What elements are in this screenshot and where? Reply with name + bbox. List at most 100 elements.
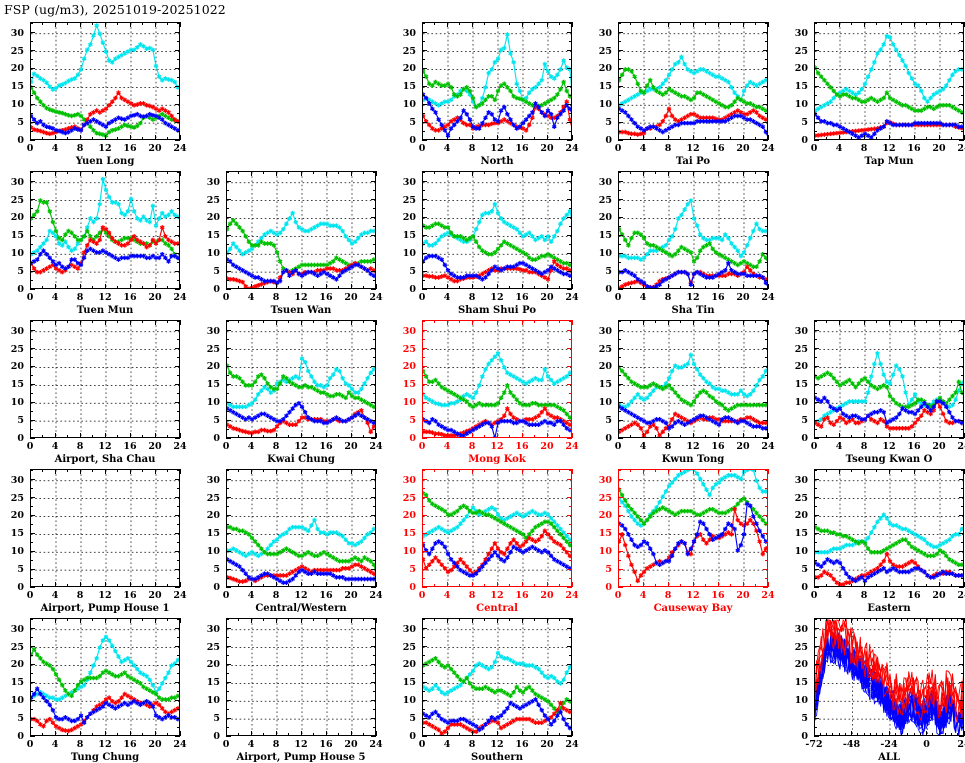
- panel-title: Airport, Pump House 5: [236, 752, 366, 763]
- series-marker-blue: [159, 716, 165, 722]
- x-minor-tick: [851, 435, 852, 438]
- x-tick: [179, 135, 181, 140]
- series-marker-blue: [533, 546, 538, 551]
- series-marker-red: [153, 106, 159, 112]
- y-tick: [814, 32, 819, 34]
- series-marker-cyan: [663, 77, 669, 83]
- y-tick: [618, 252, 623, 254]
- series-marker-cyan: [455, 684, 460, 690]
- series-marker-green: [726, 508, 731, 514]
- x-tick: [104, 135, 106, 140]
- series-marker-blue: [520, 120, 526, 126]
- y-minor-tick: [814, 76, 817, 78]
- series-marker-blue: [676, 418, 681, 424]
- series-marker-cyan: [495, 56, 501, 62]
- series-marker-cyan: [626, 97, 631, 103]
- series-marker-blue: [726, 260, 731, 266]
- y-minor-tick: [814, 59, 817, 61]
- x-minor-tick: [559, 22, 560, 25]
- series-line-cyan: [227, 357, 375, 408]
- series-marker-green: [511, 244, 516, 250]
- x-minor-tick: [951, 320, 952, 323]
- series-marker-cyan: [255, 553, 261, 559]
- y-tick: [175, 252, 180, 254]
- panel-north: 0 5 10 15 20 25 30 0 4 8 12 16 20 24 North: [392, 16, 588, 167]
- series-marker-green: [561, 79, 566, 85]
- y-tick-label: 30: [794, 27, 808, 39]
- series-marker-blue: [31, 113, 34, 119]
- y-tick: [814, 479, 819, 481]
- y-minor-tick: [961, 410, 964, 412]
- series-marker-cyan: [355, 541, 361, 546]
- y-minor-tick: [30, 726, 33, 728]
- series-marker-green: [426, 81, 432, 87]
- y-tick: [175, 479, 180, 481]
- series-marker-red: [72, 264, 78, 270]
- series-marker-red: [542, 275, 548, 280]
- series-marker-green: [710, 97, 716, 103]
- x-minor-tick: [826, 137, 827, 140]
- x-tick: [767, 22, 769, 27]
- y-tick-label: 5: [17, 266, 24, 278]
- series-marker-green: [726, 408, 731, 413]
- y-minor-tick: [373, 357, 376, 359]
- series-marker-cyan: [900, 58, 905, 63]
- y-minor-tick: [618, 523, 621, 525]
- y-tick: [618, 479, 623, 481]
- x-minor-tick: [484, 171, 485, 174]
- series-marker-cyan: [722, 77, 728, 83]
- y-tick: [763, 234, 768, 236]
- x-tick: [963, 135, 965, 140]
- series-marker-blue: [88, 119, 93, 124]
- y-minor-tick: [814, 357, 817, 359]
- y-tick: [175, 139, 180, 141]
- series-marker-green: [159, 111, 165, 117]
- y-minor-tick: [422, 392, 425, 394]
- series-marker-green: [277, 259, 283, 264]
- x-tick: [813, 22, 815, 27]
- series-marker-green: [41, 102, 46, 108]
- x-tick: [571, 469, 573, 474]
- x-tick: [667, 284, 669, 289]
- panel-sha-tin: 0 5 10 15 20 25 30 0 4 8 12 16 20 24 Sha Tin: [588, 165, 784, 316]
- x-tick: [350, 433, 352, 438]
- x-tick: [154, 618, 156, 623]
- x-minor-tick: [534, 469, 535, 472]
- series-marker-blue: [455, 119, 460, 124]
- y-minor-tick: [177, 130, 180, 132]
- series-layer: [227, 321, 375, 437]
- plot-area: [618, 22, 768, 140]
- x-tick: [54, 284, 56, 289]
- x-tick: [79, 171, 81, 176]
- x-minor-tick: [263, 320, 264, 323]
- x-minor-tick: [901, 435, 902, 438]
- x-tick: [275, 320, 277, 325]
- series-marker-blue: [122, 700, 128, 706]
- y-tick-label: 10: [10, 546, 24, 558]
- series-marker-green: [875, 386, 880, 392]
- series-marker-cyan: [84, 47, 90, 53]
- y-minor-tick: [765, 41, 768, 43]
- x-tick: [617, 284, 619, 289]
- y-tick: [959, 514, 964, 516]
- y-tick: [175, 401, 180, 403]
- x-tick: [863, 469, 865, 474]
- y-tick-label: 15: [402, 230, 416, 242]
- series-marker-blue: [815, 115, 821, 121]
- x-minor-tick: [901, 320, 902, 323]
- x-tick: [913, 469, 915, 474]
- series-layer: [619, 172, 767, 288]
- series-marker-green: [747, 262, 753, 268]
- y-tick: [422, 67, 427, 69]
- series-marker-blue: [505, 111, 510, 117]
- y-tick: [371, 216, 376, 218]
- x-minor-tick: [238, 171, 239, 174]
- series-marker-red: [368, 569, 374, 575]
- series-marker-green: [815, 526, 821, 532]
- x-minor-tick: [680, 171, 681, 174]
- series-marker-green: [337, 257, 342, 262]
- y-minor-tick: [422, 488, 425, 490]
- y-tick: [763, 216, 768, 218]
- x-tick-label: 4: [835, 143, 843, 154]
- x-minor-tick: [434, 435, 435, 438]
